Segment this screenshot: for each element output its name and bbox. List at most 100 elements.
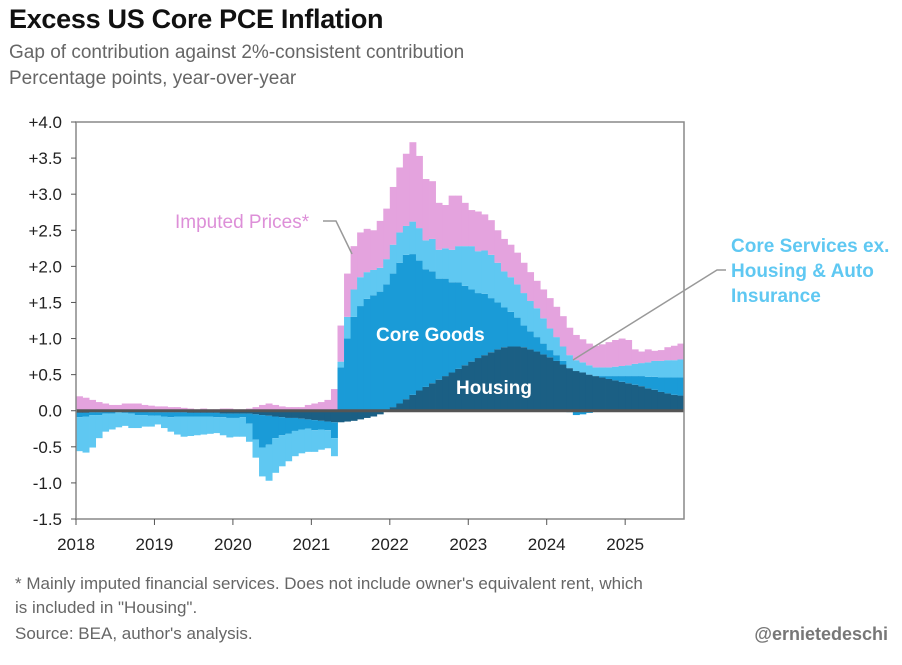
bar-imputed xyxy=(95,402,103,411)
bar-imputed xyxy=(409,142,417,222)
bar-core_goods xyxy=(206,412,214,417)
bar-core_services xyxy=(514,284,521,318)
bar-core_services xyxy=(651,360,659,377)
y-tick-label: -0.5 xyxy=(33,438,62,457)
bar-core_goods xyxy=(618,376,626,382)
bar-housing xyxy=(272,410,280,417)
bar-imputed xyxy=(507,244,515,278)
bar-housing xyxy=(579,372,587,411)
bar-imputed xyxy=(448,195,456,250)
bar-core_services xyxy=(631,363,639,377)
bar-housing xyxy=(553,360,561,411)
bar-core_goods xyxy=(108,411,116,414)
bar-core_goods xyxy=(651,376,659,390)
bar-core_services xyxy=(76,417,83,452)
bar-core_goods xyxy=(265,415,273,445)
bar-housing xyxy=(500,347,508,411)
bar-core_services xyxy=(252,439,260,458)
bar-core_goods xyxy=(461,285,469,366)
bar-housing xyxy=(435,379,443,411)
y-tick-label: +2.0 xyxy=(28,257,62,276)
bar-housing xyxy=(291,410,299,418)
x-tick-label: 2021 xyxy=(292,535,330,554)
bar-imputed xyxy=(429,181,436,239)
bar-core_goods xyxy=(134,411,142,416)
y-tick-label: +1.5 xyxy=(28,293,62,312)
bar-imputed xyxy=(514,252,521,285)
bar-imputed xyxy=(396,167,404,233)
bar-imputed xyxy=(546,298,554,329)
bar-imputed xyxy=(402,153,410,226)
bar-core_services xyxy=(429,238,436,272)
bar-housing xyxy=(612,380,620,411)
bar-imputed xyxy=(330,389,338,411)
bar-core_goods xyxy=(533,337,541,352)
bar-core_services xyxy=(500,271,508,308)
bar-core_goods xyxy=(344,338,351,411)
bar-core_goods xyxy=(357,306,365,411)
bar-core_services xyxy=(461,246,469,286)
bar-core_goods xyxy=(278,417,286,436)
bar-housing xyxy=(670,394,678,411)
bar-core_services xyxy=(147,415,155,427)
bar-housing xyxy=(370,410,378,417)
bar-core_goods xyxy=(553,355,561,361)
author-handle: @ernietedeschi xyxy=(754,624,888,644)
bar-imputed xyxy=(147,405,155,411)
bar-core_goods xyxy=(631,376,639,385)
bar-housing xyxy=(415,390,423,411)
bar-core_goods xyxy=(167,412,175,418)
bar-imputed xyxy=(82,397,90,411)
bar-imputed xyxy=(324,399,332,411)
bar-core_goods xyxy=(311,420,319,431)
bar-housing xyxy=(330,410,338,423)
bar-core_services xyxy=(167,417,175,432)
bar-core_services xyxy=(239,417,247,437)
bar-imputed xyxy=(363,228,371,273)
chart-title: Excess US Core PCE Inflation xyxy=(9,4,384,34)
bar-core_goods xyxy=(500,307,508,348)
bar-core_goods xyxy=(468,289,476,362)
bar-core_services xyxy=(638,363,646,377)
bar-core_services xyxy=(82,416,90,453)
bar-imputed xyxy=(376,220,384,268)
source-note: Source: BEA, author's analysis. xyxy=(15,624,253,643)
bar-imputed xyxy=(533,280,541,309)
bar-imputed xyxy=(664,347,672,361)
bar-imputed xyxy=(461,202,469,247)
bar-imputed xyxy=(285,407,293,411)
bar-core_services xyxy=(376,267,384,292)
bar-core_services xyxy=(232,417,240,437)
bar-housing xyxy=(540,354,548,411)
bar-core_services xyxy=(389,244,397,274)
bar-core_services xyxy=(559,346,567,361)
bar-core_services xyxy=(134,415,142,429)
bar-core_goods xyxy=(298,418,306,430)
bar-core_services xyxy=(657,360,665,378)
bar-core_services xyxy=(213,417,221,434)
bar-core_goods xyxy=(396,262,404,404)
bar-housing xyxy=(487,352,495,411)
bar-core_services xyxy=(644,362,652,377)
bar-core_goods xyxy=(232,413,240,418)
bar-core_goods xyxy=(141,411,149,416)
bar-core_goods xyxy=(540,343,548,355)
bar-housing xyxy=(638,386,646,411)
bar-housing xyxy=(468,361,476,411)
bar-core_goods xyxy=(572,410,580,416)
bar-core_goods xyxy=(415,260,423,391)
bar-housing xyxy=(317,410,325,421)
bar-housing xyxy=(527,349,535,411)
bar-core_goods xyxy=(239,413,247,418)
bar-core_services xyxy=(605,367,613,377)
x-tick-label: 2024 xyxy=(528,535,566,554)
bar-core_goods xyxy=(154,412,162,416)
core-services-leader-line xyxy=(572,269,726,361)
bar-core_goods xyxy=(180,412,188,417)
bar-core_services xyxy=(599,367,606,377)
bar-core_services xyxy=(174,416,181,435)
bar-imputed xyxy=(422,179,430,241)
bar-core_services xyxy=(337,361,345,368)
bar-imputed xyxy=(317,402,325,411)
